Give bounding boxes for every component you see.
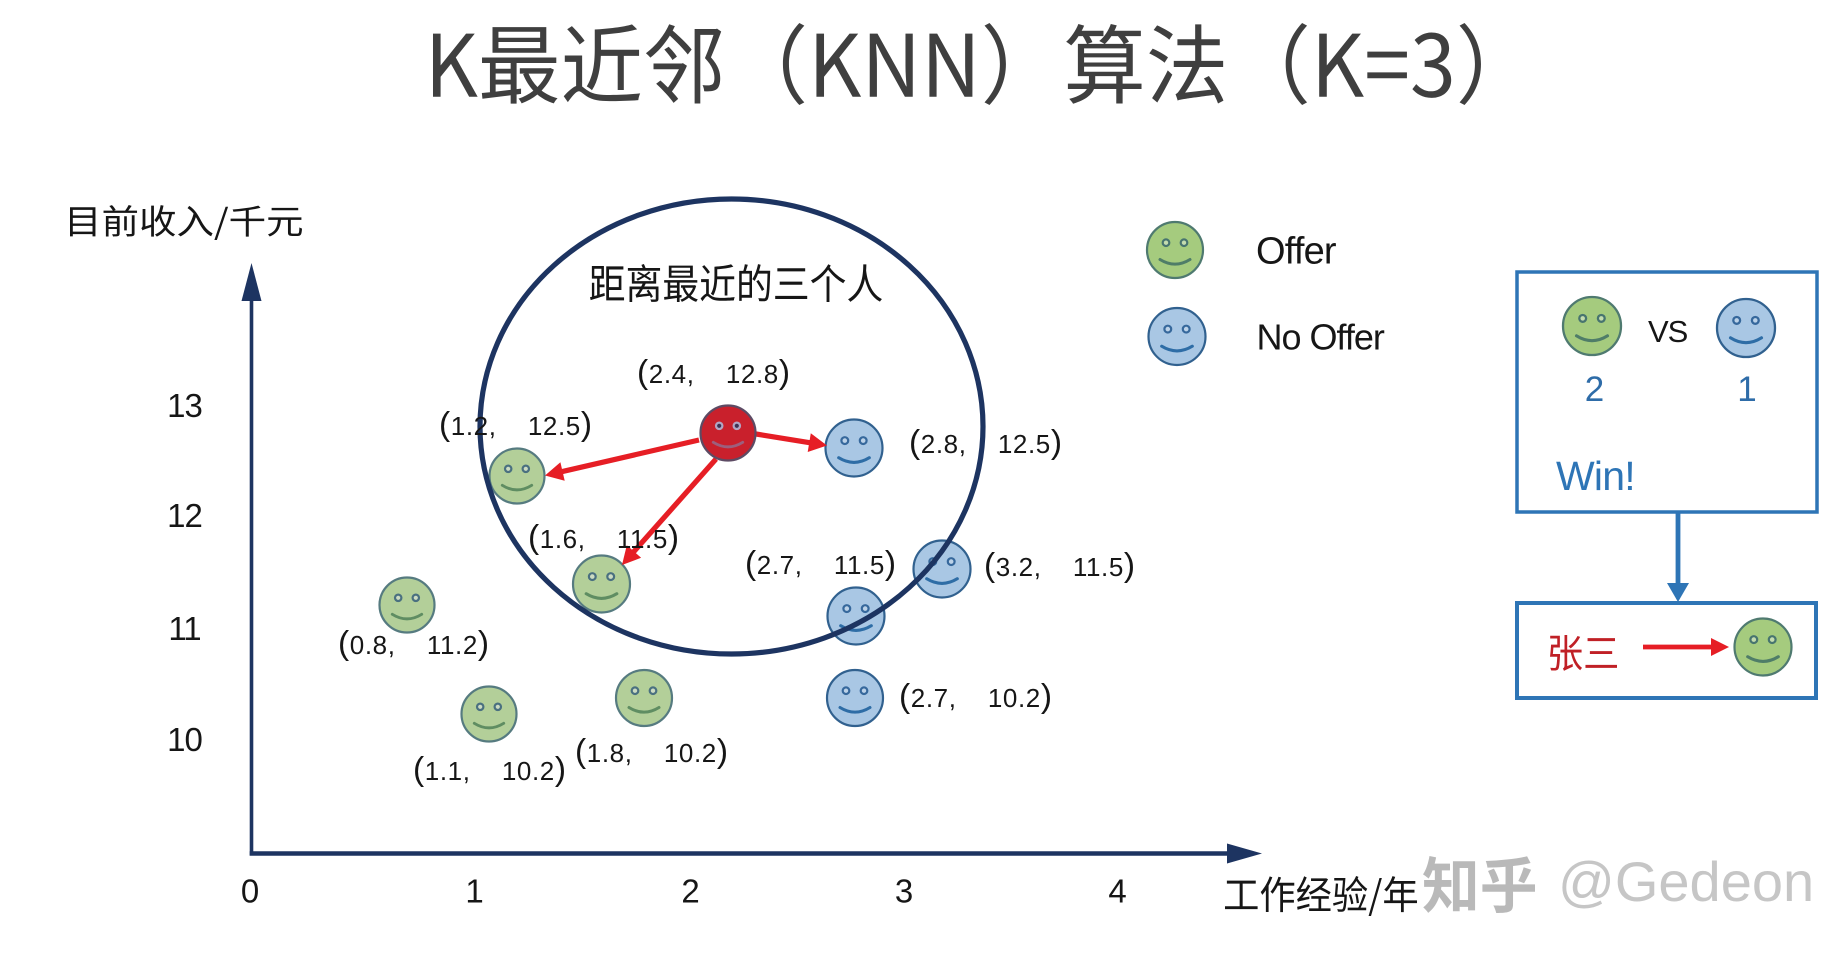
svg-text:2: 2: [1585, 370, 1604, 409]
svg-text:(1.8, 10.2): (1.8, 10.2): [575, 733, 729, 770]
svg-text:(1.1, 10.2): (1.1, 10.2): [413, 751, 567, 788]
svg-text:4: 4: [1108, 873, 1126, 910]
svg-text:2: 2: [681, 873, 698, 910]
svg-text:1: 1: [465, 873, 482, 910]
svg-text:10: 10: [167, 721, 202, 758]
svg-text:(2.7, 10.2): (2.7, 10.2): [899, 678, 1053, 715]
svg-text:(2.4, 12.8): (2.4, 12.8): [637, 354, 791, 391]
svg-text:(1.6, 11.5): (1.6, 11.5): [528, 519, 680, 556]
svg-text:Offer: Offer: [1256, 231, 1337, 273]
svg-text:@Gedeon: @Gedeon: [1558, 850, 1814, 913]
svg-text:13: 13: [167, 387, 202, 424]
svg-text:3: 3: [895, 873, 912, 910]
svg-text:Win!: Win!: [1556, 453, 1635, 499]
svg-text:0: 0: [241, 873, 259, 910]
svg-text:12: 12: [167, 497, 202, 534]
svg-text:(0.8, 11.2): (0.8, 11.2): [338, 625, 490, 662]
svg-text:VS: VS: [1648, 314, 1688, 349]
svg-text:1: 1: [1737, 370, 1756, 409]
svg-text:No Offer: No Offer: [1257, 317, 1385, 358]
svg-text:11: 11: [168, 610, 200, 647]
svg-text:(2.8, 12.5): (2.8, 12.5): [909, 424, 1063, 461]
svg-text:(1.2, 12.5): (1.2, 12.5): [439, 406, 593, 443]
svg-text:(2.7, 11.5): (2.7, 11.5): [745, 545, 897, 582]
svg-text:(3.2, 11.5): (3.2, 11.5): [984, 547, 1136, 584]
